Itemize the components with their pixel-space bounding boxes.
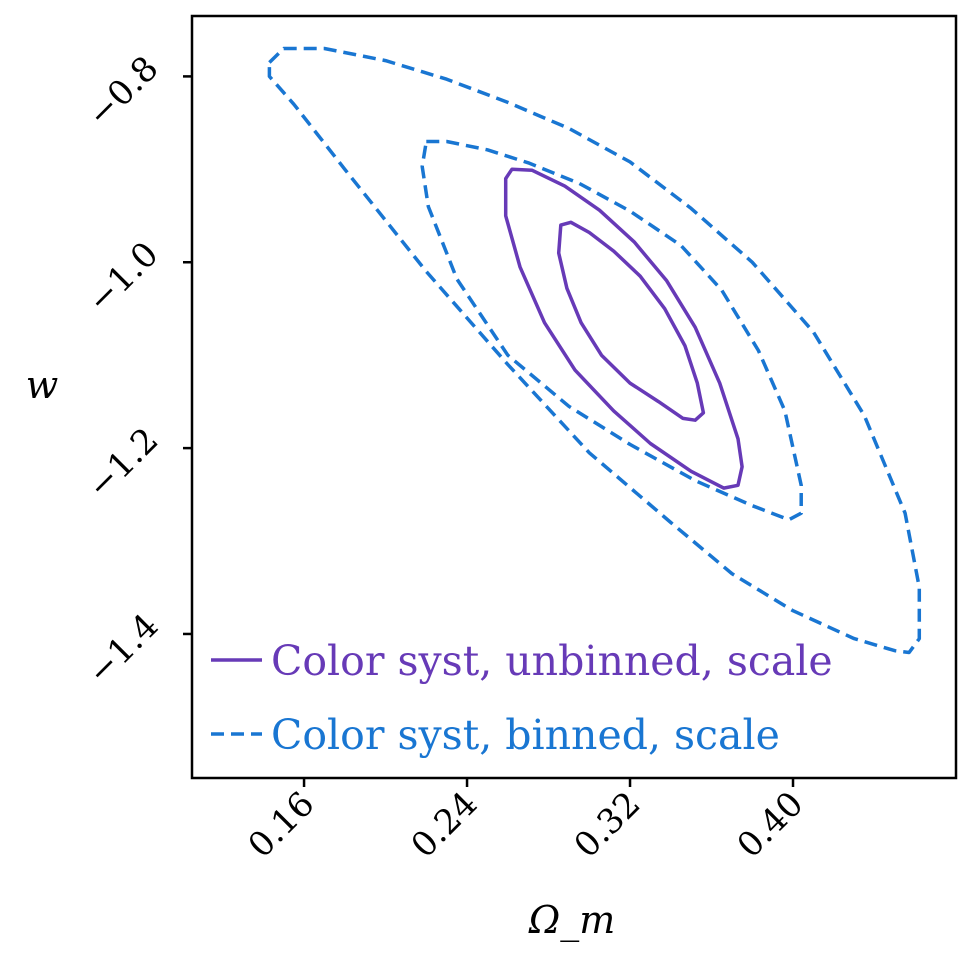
x-tick-label: 0.24 — [404, 784, 486, 866]
contour-unbinned-1 — [556, 220, 706, 422]
contour-binned-2 — [267, 46, 922, 655]
x-axis: 0.16 0.24 0.32 0.40 — [241, 778, 812, 866]
y-axis: −0.8 −1.0 −1.2 −1.4 — [80, 48, 192, 693]
x-tick-label: 0.40 — [730, 784, 812, 866]
legend-label-2: Color syst, binned, scale — [271, 711, 780, 759]
y-tick-label: −1.2 — [80, 420, 167, 507]
x-tick-label: 0.16 — [241, 784, 323, 866]
plot-content — [267, 46, 922, 655]
y-tick-label: −1.0 — [80, 234, 167, 321]
legend-label-1: Color syst, unbinned, scale — [271, 637, 833, 685]
y-tick-label: −1.4 — [80, 606, 167, 693]
contour-binned-1 — [420, 139, 803, 522]
contour-unbinned-2 — [503, 167, 744, 490]
x-tick-label: 0.32 — [567, 784, 649, 866]
y-axis-title: w — [26, 363, 59, 407]
y-tick-label: −0.8 — [80, 48, 167, 135]
plot-frame — [190, 14, 958, 780]
x-axis-title: Ω_m — [528, 898, 616, 943]
legend: Color syst, unbinned, scale Color syst, b… — [211, 637, 833, 759]
